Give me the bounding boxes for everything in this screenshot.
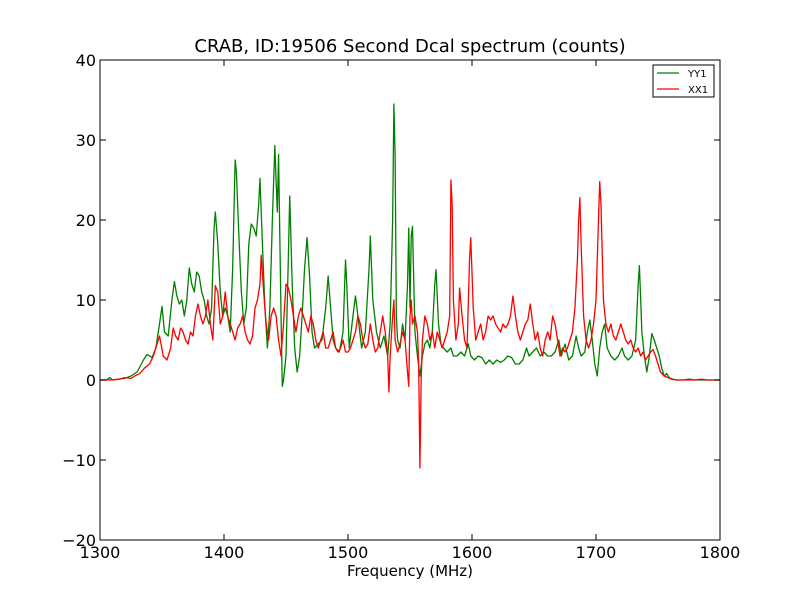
x-tick-label: 1300 (80, 543, 121, 562)
y-tick-label: 30 (76, 131, 96, 150)
y-tick-label: −20 (62, 531, 96, 550)
y-tick-label: 40 (76, 51, 96, 70)
series-layer (100, 103, 720, 469)
chart-title: CRAB, ID:19506 Second Dcal spectrum (cou… (194, 36, 625, 57)
x-tick-label: 1800 (700, 543, 741, 562)
y-tick-label: 20 (76, 211, 96, 230)
ticks-layer: 1300 1400 1500 1600 1700 1800 −20 −10 0 10 20 30 40 (62, 51, 740, 562)
x-tick-label: 1500 (328, 543, 369, 562)
y-tick-label: 0 (86, 371, 96, 390)
x-tick-label: 1400 (204, 543, 245, 562)
x-axis-label: Frequency (MHz) (347, 562, 473, 580)
legend-label-yy1: YY1 (687, 69, 707, 80)
plot-frame (99, 59, 721, 541)
x-tick-label: 1700 (576, 543, 617, 562)
legend: YY1 XX1 (652, 64, 715, 98)
legend-label-xx1: XX1 (688, 85, 708, 96)
y-tick-label: 10 (76, 291, 96, 310)
legend-box (652, 64, 715, 98)
series-line-yy1 (100, 103, 720, 388)
series-line-xx1 (100, 179, 720, 469)
y-tick-label: −10 (62, 451, 96, 470)
x-tick-label: 1600 (452, 543, 493, 562)
